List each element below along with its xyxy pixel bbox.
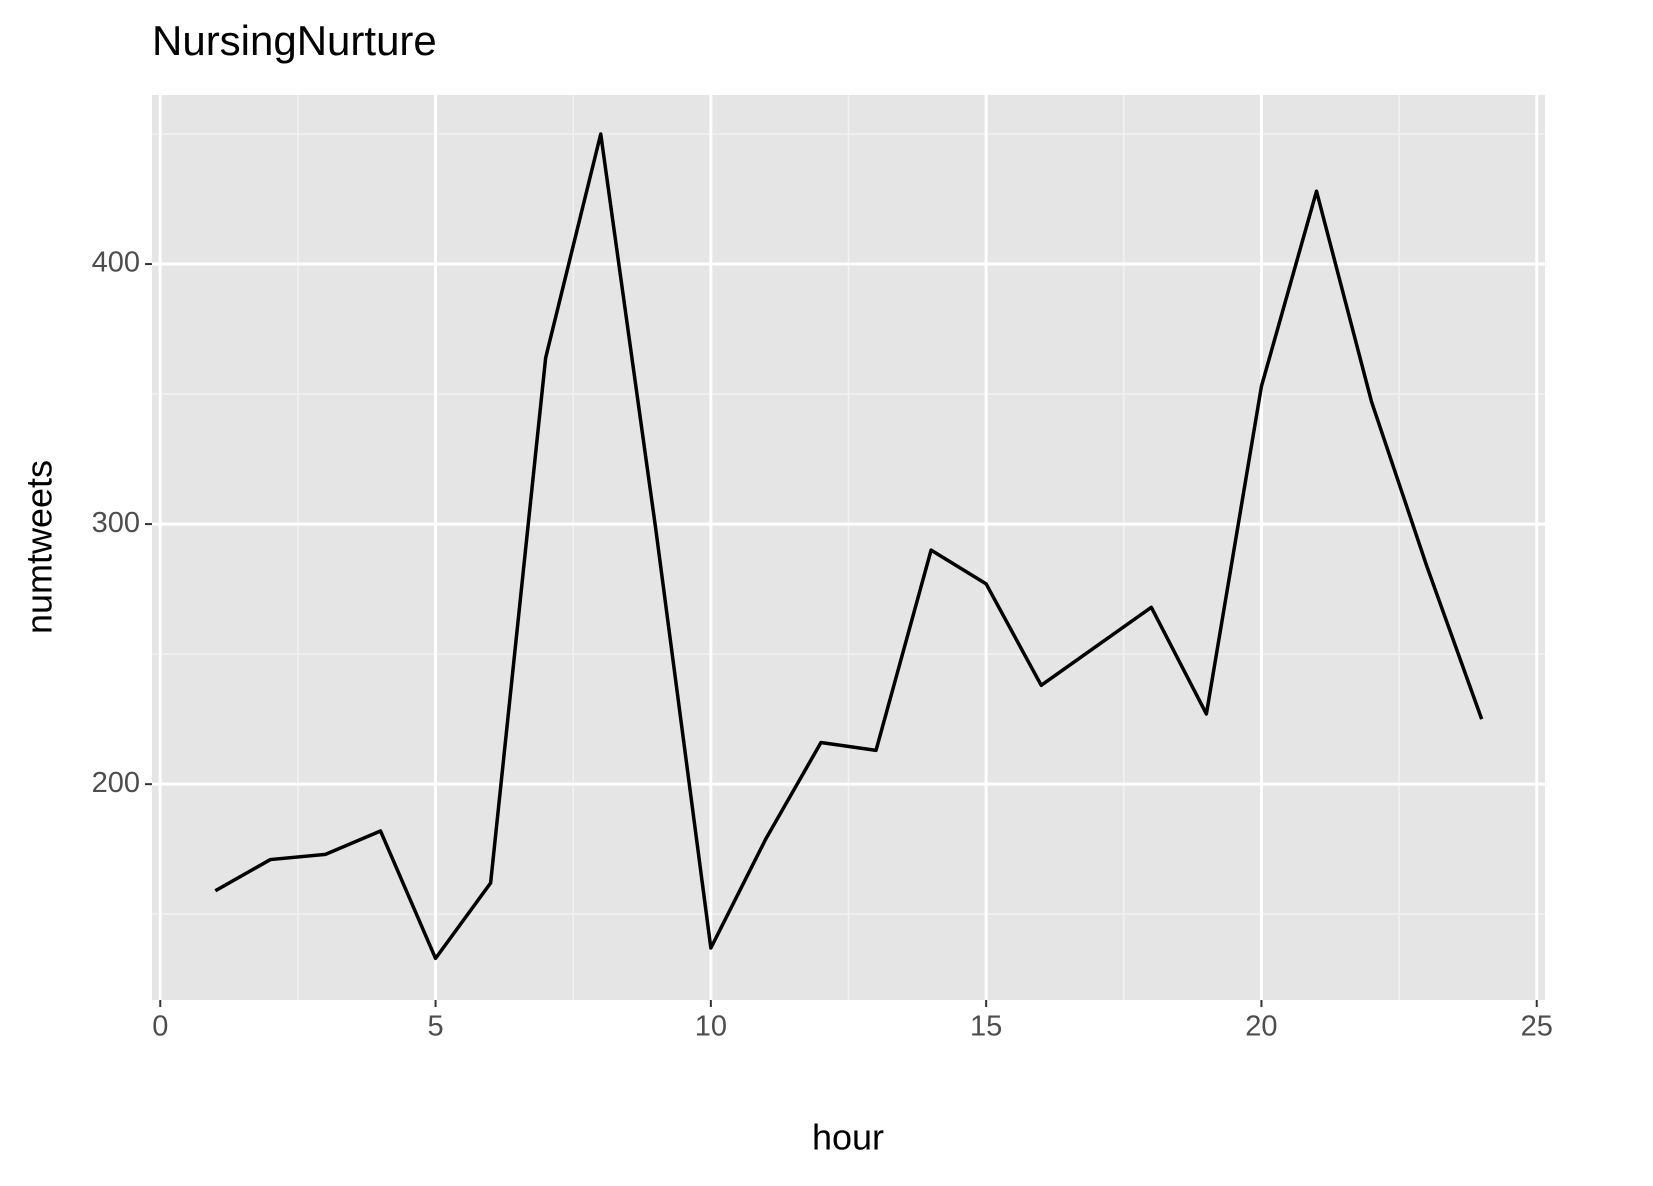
plot	[214, 132, 1484, 961]
x-axis-label: hour	[812, 1117, 884, 1158]
x-tick-label: 10	[695, 1011, 727, 1043]
x-tick-label: 5	[427, 1011, 443, 1043]
y-axis-label: numtweets	[19, 460, 60, 634]
y-tick-label: 200	[92, 767, 140, 799]
chart-title: NursingNurture	[152, 17, 437, 64]
x-tick-label: 0	[152, 1011, 168, 1043]
grid	[152, 95, 1545, 1000]
x-tick-label: 20	[1245, 1011, 1277, 1043]
y-tick-label: 400	[92, 247, 140, 279]
y-tick-label: 300	[92, 507, 140, 539]
line-series	[214, 132, 1484, 961]
x-tick-label: 15	[970, 1011, 1002, 1043]
x-tick-label: 25	[1521, 1011, 1553, 1043]
